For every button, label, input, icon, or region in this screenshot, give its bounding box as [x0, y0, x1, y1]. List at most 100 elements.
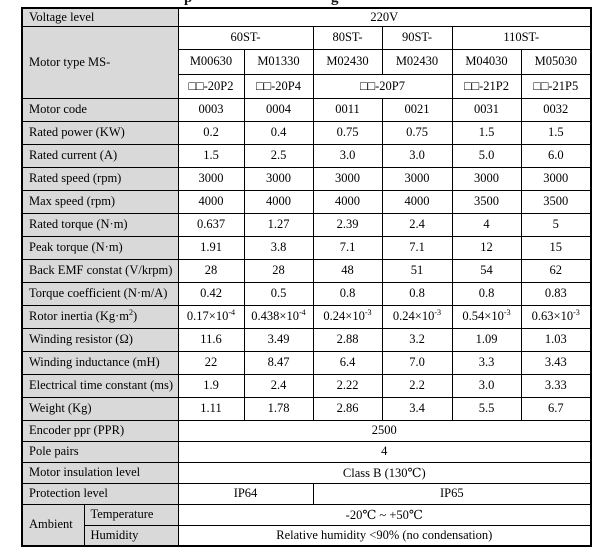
spec-value-cell: 5.0	[451, 143, 522, 168]
spec-value-cell: 7.1	[312, 235, 383, 260]
table-row-back-emf: Back EMF constat (V/krpm) 28 28 48 51 54…	[21, 258, 592, 283]
spec-value-cell: 4000	[312, 189, 383, 214]
spec-value-cell: 3500	[520, 189, 592, 214]
spec-value-cell: 3500	[451, 189, 522, 214]
spec-value-cell: 12	[451, 235, 522, 260]
spec-value-cell: 15	[520, 235, 592, 260]
voltage-value: 220V	[177, 7, 592, 27]
spec-row-label: Rated speed (rpm)	[21, 166, 179, 191]
spec-value-cell: 2.4	[243, 373, 314, 398]
table-row-ambient-temperature: Ambient Temperature -20℃ ~ +50℃	[21, 503, 592, 547]
series-cell: 110ST-	[451, 25, 592, 50]
model-cell: M04030	[451, 48, 522, 75]
table-row-protection: Protection level IP64 IP65	[21, 482, 592, 505]
table-row-electrical-time-constant: Electrical time constant (ms) 1.9 2.4 2.…	[21, 373, 592, 398]
spec-value-cell: 3.33	[520, 373, 592, 398]
spec-value-cell: 3.0	[451, 373, 522, 398]
table-row-rated-torque: Rated torque (N·m) 0.637 1.27 2.39 2.4 4…	[21, 212, 592, 237]
table-row-codes: □□-20P2 □□-20P4 □□-20P7 □□-21P2 □□-21P5	[22, 73, 592, 99]
spec-row-label: Winding resistor (Ω)	[21, 327, 179, 352]
spec-row-label: Torque coefficient (N·m/A)	[21, 281, 179, 306]
table-row-rotor-inertia: Rotor inertia (Kg·m2) 0.17×10-4 0.438×10…	[21, 304, 592, 329]
spec-row-label: Protection level	[21, 482, 179, 505]
spec-value-cell: 6.0	[520, 143, 592, 168]
spec-value-cell: 0.24×10-3	[312, 304, 383, 329]
table-row-pole-pairs: Pole pairs 4	[21, 440, 592, 463]
spec-value-cell: 0.8	[312, 281, 383, 306]
table-row-max-speed: Max speed (rpm) 4000 4000 4000 4000 3500…	[21, 189, 592, 214]
spec-value-cell: 3.3	[451, 350, 522, 375]
code-cell: □□-21P5	[520, 73, 592, 99]
table-row-rated-power: Rated power (KW) 0.2 0.4 0.75 0.75 1.5 1…	[21, 120, 592, 145]
table-row-peak-torque: Peak torque (N·m) 1.91 3.8 7.1 7.1 12 15	[21, 235, 592, 260]
spec-row-label: Max speed (rpm)	[21, 189, 179, 214]
table-row-rated-current: Rated current (A) 1.5 2.5 3.0 3.0 5.0 6.…	[21, 143, 592, 168]
spec-value-cell: 0.17×10-4	[177, 304, 245, 329]
spec-value-cell: 0031	[451, 97, 522, 122]
spec-value-cell: 3000	[312, 166, 383, 191]
spec-value-cell: 2.5	[243, 143, 314, 168]
spec-value-cell: 1.27	[243, 212, 314, 237]
spec-value-cell: 1.91	[177, 235, 245, 260]
spec-value-cell: 0003	[177, 97, 245, 122]
spec-value-cell: 0021	[381, 97, 453, 122]
code-cell: □□-21P2	[451, 73, 522, 99]
spec-value-cell: 0.24×10-3	[381, 304, 453, 329]
spec-value-cell: 1.9	[177, 373, 245, 398]
spec-value-cell: 3.0	[312, 143, 383, 168]
clipped-text-fragment: g	[331, 0, 339, 6]
spec-value-cell: 8.47	[243, 350, 314, 375]
spec-row-label: Electrical time constant (ms)	[21, 373, 179, 398]
spec-row-label: Rated torque (N·m)	[21, 212, 179, 237]
spec-value-cell: 3.2	[381, 327, 453, 352]
table-row-voltage: Voltage level 220V	[21, 7, 592, 27]
spec-value-cell: 1.5	[177, 143, 245, 168]
table-row-rated-speed: Rated speed (rpm) 3000 3000 3000 3000 30…	[21, 166, 592, 191]
spec-value-cell: 4000	[243, 189, 314, 214]
spec-value-cell: 2.2	[381, 373, 453, 398]
series-cell: 90ST-	[381, 25, 453, 50]
table-row-motor-code: Motor code 0003 0004 0011 0021 0031 0032	[21, 97, 592, 122]
spec-value-cell: 1.5	[520, 120, 592, 145]
spec-value-cell: 1.5	[451, 120, 522, 145]
table-row-winding-resistor: Winding resistor (Ω) 11.6 3.49 2.88 3.2 …	[21, 327, 592, 352]
spec-value-cell: 0.75	[312, 120, 383, 145]
spec-value-cell: 54	[451, 258, 522, 283]
spec-value-cell: 0.2	[177, 120, 245, 145]
code-cell: □□-20P4	[243, 73, 314, 99]
spec-value-cell: 0.637	[177, 212, 245, 237]
spec-value-cell: 3000	[177, 166, 245, 191]
spec-value-cell: 11.6	[177, 327, 245, 352]
spec-value-cell: 0.438×10-4	[243, 304, 314, 329]
spec-value-cell: 48	[312, 258, 383, 283]
spec-value-cell: 4000	[177, 189, 245, 214]
spec-row-label: Rotor inertia (Kg·m2)	[21, 304, 179, 329]
spec-value-cell: 0004	[243, 97, 314, 122]
spec-row-label: Pole pairs	[21, 440, 179, 463]
spec-value-cell: 0.8	[451, 281, 522, 306]
model-cell: M01330	[243, 48, 314, 75]
protection-value-ip64: IP64	[177, 482, 314, 505]
protection-value-ip65: IP65	[312, 482, 592, 505]
spec-value-cell: 6.7	[520, 396, 592, 421]
code-cell: □□-20P7	[312, 73, 453, 99]
spec-value-cell: 2.4	[381, 212, 453, 237]
series-cell: 60ST-	[177, 25, 314, 50]
spec-value-cell: 3.49	[243, 327, 314, 352]
spec-value-cell: 0.5	[243, 281, 314, 306]
spec-value-cell: 28	[177, 258, 245, 283]
table-row-series: Motor type MS- 60ST- 80ST- 90ST- 110ST-	[21, 25, 592, 99]
spec-row-label: Encoder ppr (PPR)	[21, 419, 179, 442]
spec-value-cell: 1.03	[520, 327, 592, 352]
spec-value-cell: 1.09	[451, 327, 522, 352]
spec-value-cell: 3000	[520, 166, 592, 191]
spec-value-cell: 3000	[381, 166, 453, 191]
insulation-value: Class B (130℃)	[177, 461, 592, 484]
spec-value-cell: 1.78	[243, 396, 314, 421]
spec-value-cell: 0.42	[177, 281, 245, 306]
spec-row-label: Rated current (A)	[21, 143, 179, 168]
spec-value-cell: 62	[520, 258, 592, 283]
temperature-value: -20℃ ~ +50℃	[177, 503, 592, 526]
spec-value-cell: 3.4	[381, 396, 453, 421]
